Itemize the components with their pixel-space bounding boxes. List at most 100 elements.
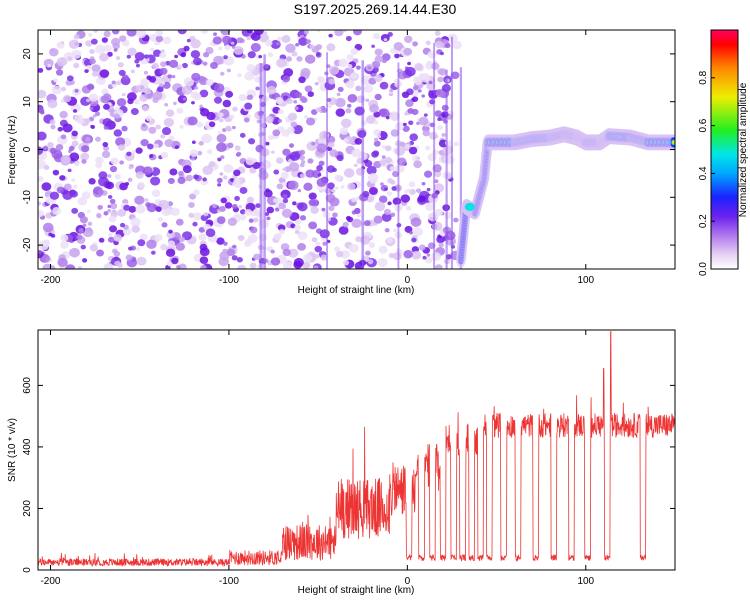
spectrogram-noise-blob bbox=[224, 44, 231, 50]
spectrogram-noise-blob bbox=[102, 142, 109, 148]
snr-xtick-label: 0 bbox=[405, 576, 411, 587]
spectrogram-noise-blob bbox=[179, 124, 184, 129]
spectrogram-noise-blob bbox=[230, 41, 235, 45]
spectrogram-noise-blob bbox=[180, 52, 187, 58]
spectrogram-noise-blob bbox=[73, 34, 80, 40]
spectrogram-noise-blob bbox=[206, 149, 213, 155]
spectrogram-noise-blob bbox=[266, 85, 277, 95]
spectrogram-noise-blob bbox=[59, 110, 68, 119]
spectrogram-noise-blob bbox=[401, 91, 410, 99]
spectrogram-noise-blob bbox=[381, 155, 386, 159]
spectrogram-noise-blob bbox=[392, 252, 402, 261]
spectrogram-noise-blob bbox=[406, 188, 411, 193]
spectrogram-noise-blob bbox=[90, 38, 98, 45]
spectrogram-noise-blob bbox=[293, 100, 298, 104]
spectrogram-noise-blob bbox=[374, 48, 383, 56]
spectrogram-noise-blob bbox=[265, 141, 270, 146]
spectrogram-noise-blob bbox=[189, 193, 197, 200]
spectrogram-noise-blob bbox=[131, 150, 136, 154]
spectrogram-noise-blob bbox=[334, 186, 339, 190]
spectrogram-noise-blob bbox=[177, 95, 188, 104]
spectrogram-noise-blob bbox=[68, 39, 80, 49]
spectrogram-noise-blob bbox=[113, 113, 120, 120]
spectrogram-ytick-label: -20 bbox=[22, 237, 33, 252]
spectrogram-noise-blob bbox=[237, 234, 245, 242]
spectrogram-noise-blob bbox=[281, 208, 293, 218]
spectrogram-noise-blob bbox=[121, 74, 129, 81]
spectrogram-noise-blob bbox=[53, 78, 59, 83]
spectrogram-noise-blob bbox=[199, 89, 209, 98]
snr-ytick-label: 400 bbox=[22, 438, 33, 455]
spectrogram-noise-blob bbox=[425, 202, 435, 211]
spectrogram-noise-blob bbox=[249, 167, 257, 174]
spectrogram-noise-blob bbox=[233, 169, 241, 177]
spectrogram-noise-blob bbox=[220, 30, 231, 36]
spectrogram-noise-blob bbox=[167, 177, 175, 185]
spectrogram-noise-blob bbox=[130, 108, 139, 116]
spectrogram-noise-blob bbox=[123, 204, 131, 211]
spectrogram-noise-blob bbox=[403, 250, 413, 259]
spectrogram-noise-blob bbox=[373, 215, 383, 224]
spectrogram-noise-blob bbox=[421, 182, 426, 186]
spectrogram-noise-blob bbox=[397, 157, 407, 166]
spectrogram-noise-blob bbox=[183, 77, 195, 87]
spectrogram-noise-blob bbox=[263, 31, 268, 35]
spectrogram-noise-blob bbox=[84, 118, 91, 124]
spectrogram-noise-blob bbox=[292, 201, 297, 206]
spectrogram-noise-blob bbox=[297, 231, 308, 240]
spectrogram-noise-blob bbox=[336, 92, 341, 97]
spectrogram-noise-blob bbox=[130, 69, 135, 74]
spectrogram-noise-blob bbox=[290, 223, 296, 229]
spectrogram-xtick-label: 0 bbox=[405, 275, 411, 286]
spectrogram-noise-blob bbox=[97, 204, 103, 210]
spectrogram-noise-blob bbox=[136, 256, 147, 266]
spectrogram-noise-blob bbox=[109, 202, 118, 210]
spectrogram-noise-blob bbox=[113, 48, 118, 52]
snr-frame bbox=[37, 329, 676, 571]
spectrogram-noise-blob bbox=[453, 217, 459, 223]
spectrogram-noise-blob bbox=[87, 221, 93, 226]
spectrogram-noise-blob bbox=[395, 164, 405, 173]
spectrogram-noise-blob bbox=[441, 133, 446, 137]
spectrogram-xtick-label: 100 bbox=[577, 275, 594, 286]
spectrogram-noise-blob bbox=[49, 119, 56, 125]
spectrogram-noise-blob bbox=[338, 58, 349, 68]
spectrogram-noise-blob bbox=[89, 48, 95, 54]
spectrogram-noise-blob bbox=[43, 165, 50, 170]
spectrogram-noise-blob bbox=[202, 177, 207, 182]
spectrogram-noise-blob bbox=[386, 191, 393, 196]
spectrogram-noise-blob bbox=[297, 202, 308, 212]
spectrogram-noise-blob bbox=[74, 162, 80, 167]
spectrogram-noise-blob bbox=[390, 212, 396, 217]
spectrogram-noise-blob bbox=[84, 69, 89, 74]
spectrogram-noise-blob bbox=[219, 205, 226, 212]
spectrogram-noise-blob bbox=[80, 152, 90, 161]
spectrogram-noise-blob bbox=[271, 150, 275, 154]
spectrogram-noise-blob bbox=[149, 33, 158, 42]
spectrogram-noise-blob bbox=[390, 180, 396, 185]
spectrogram-noise-blob bbox=[299, 155, 306, 161]
spectrogram-noise-blob bbox=[86, 65, 92, 70]
spectrogram-noise-blob bbox=[176, 107, 184, 114]
spectrogram-noise-blob bbox=[136, 30, 147, 39]
spectrogram-noise-blob bbox=[201, 133, 212, 144]
spectrogram-noise-blob bbox=[277, 118, 283, 123]
spectrogram-noise-blob bbox=[424, 145, 431, 151]
spectrogram-noise-blob bbox=[426, 253, 431, 257]
spectrogram-noise-blob bbox=[227, 217, 238, 226]
spectrogram-noise-blob bbox=[286, 126, 295, 134]
spectrogram-noise-blob bbox=[152, 62, 159, 69]
spectrogram-noise-blob bbox=[38, 146, 44, 155]
spectrogram-noise-blob bbox=[61, 86, 67, 92]
spectrogram-noise-blob bbox=[367, 259, 374, 265]
spectrogram-noise-blob bbox=[339, 127, 349, 136]
spectrogram-noise-blob bbox=[317, 76, 324, 82]
spectrogram-noise-blob bbox=[412, 85, 419, 91]
spectrogram-noise-blob bbox=[303, 30, 309, 35]
spectrogram-noise-blob bbox=[98, 237, 105, 243]
spectrogram-noise-blob bbox=[86, 83, 94, 90]
spectrogram-noise-blob bbox=[85, 137, 91, 142]
spectrogram-noise-blob bbox=[135, 147, 143, 154]
spectrogram-noise-blob bbox=[38, 131, 47, 141]
spectrogram-noise-blob bbox=[57, 257, 68, 267]
